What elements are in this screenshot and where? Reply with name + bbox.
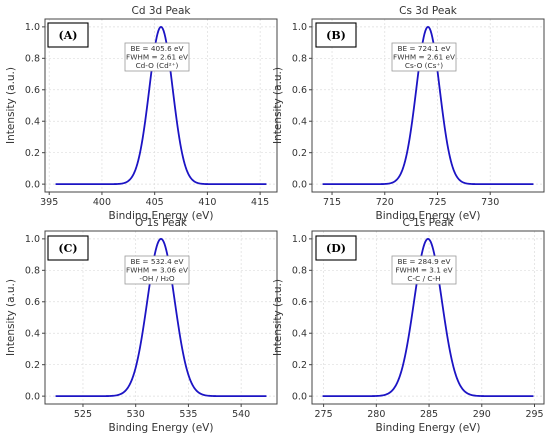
x-tick-label: 280: [367, 409, 385, 420]
y-tick-label: 0.2: [25, 360, 40, 371]
annotation-line: Cd-O (Cd²⁺): [136, 61, 179, 70]
x-tick-label: 410: [198, 197, 216, 208]
x-tick-label: 530: [127, 409, 145, 420]
y-tick-label: 1.0: [292, 22, 307, 33]
x-tick-label: 290: [473, 409, 491, 420]
panel-title: Cs 3d Peak: [399, 5, 458, 17]
y-axis-label: Intensity (a.u.): [5, 279, 17, 356]
y-tick-label: 0.4: [25, 117, 40, 128]
annotation-line: BE = 532.4 eV: [130, 257, 183, 266]
panel-label: (C): [58, 242, 77, 255]
annotation-line: BE = 284.9 eV: [397, 257, 450, 266]
annotation-line: C-C / C-H: [407, 274, 440, 283]
annotation-line: FWHM = 3.06 eV: [126, 266, 188, 275]
peak-curve: [55, 237, 267, 398]
y-tick-label: 0.8: [25, 54, 40, 65]
x-tick-label: 525: [74, 409, 92, 420]
annotation-box: [391, 42, 457, 72]
panel-label: (D): [326, 242, 346, 255]
panel-label-box: [47, 235, 89, 261]
x-axis-label: Binding Energy (eV): [376, 422, 481, 434]
x-tick-label: 720: [376, 197, 394, 208]
y-tick-label: 0.0: [292, 391, 307, 402]
x-tick-label: 405: [146, 197, 164, 208]
x-tick-label: 725: [428, 197, 446, 208]
chart-panel-2: Cs 3d Peak 0.0 0.2 0.4 0.6 0.8 1.0 715 720 725 730…: [272, 5, 545, 222]
y-tick-label: 0.0: [292, 179, 307, 190]
chart-panel-3: O 1s Peak 0.0 0.2 0.4 0.6 0.8 1.0 525 530 535 540 B…: [5, 217, 278, 434]
x-axis-label: Binding Energy (eV): [109, 210, 214, 222]
x-tick-label: 285: [420, 409, 438, 420]
panel-label: (A): [59, 29, 78, 42]
chart-panel-4: C 1s Peak 0.0 0.2 0.4 0.6 0.8 1.0 275 280 285 290 2…: [272, 217, 545, 434]
x-tick-label: 395: [40, 197, 58, 208]
chart-panel-1: Cd 3d Peak 0.0 0.2 0.4 0.6 0.8 1.0 395 400 405 410…: [5, 5, 278, 222]
panel-label: (B): [326, 29, 346, 42]
y-tick-label: 0.2: [25, 148, 40, 159]
x-tick-label: 730: [481, 197, 499, 208]
x-axis-label: Binding Energy (eV): [109, 422, 214, 434]
x-tick-label: 535: [179, 409, 197, 420]
x-tick-label: 415: [251, 197, 269, 208]
peak-curve: [322, 25, 534, 186]
y-tick-label: 0.0: [25, 391, 40, 402]
y-tick-label: 0.6: [25, 85, 40, 96]
peak-curve: [55, 25, 267, 186]
x-tick-label: 400: [93, 197, 111, 208]
y-axis-label: Intensity (a.u.): [272, 279, 284, 356]
annotation-line: FWHM = 3.1 eV: [395, 266, 452, 275]
annotation-box: [124, 42, 190, 72]
annotation-line: BE = 724.1 eV: [397, 44, 450, 53]
x-axis-label: Binding Energy (eV): [376, 210, 481, 222]
y-tick-label: 0.2: [292, 360, 307, 371]
y-tick-label: 0.6: [292, 85, 307, 96]
x-tick-label: 540: [232, 409, 250, 420]
plot-frame: [44, 230, 278, 405]
plot-frame: [311, 230, 545, 405]
y-tick-label: 1.0: [25, 22, 40, 33]
y-tick-label: 1.0: [25, 234, 40, 245]
panel-title: O 1s Peak: [135, 217, 188, 229]
y-axis-label: Intensity (a.u.): [272, 67, 284, 144]
y-tick-label: 0.2: [292, 148, 307, 159]
y-tick-label: 0.0: [25, 179, 40, 190]
y-tick-label: 0.4: [25, 329, 40, 340]
annotation-line: BE = 405.6 eV: [130, 44, 183, 53]
annotation-line: FWHM = 2.61 eV: [393, 53, 455, 62]
annotation-line: Cs-O (Cs⁺): [405, 61, 443, 70]
panel-title: C 1s Peak: [402, 217, 454, 229]
y-tick-label: 0.6: [292, 297, 307, 308]
x-tick-label: 275: [315, 409, 333, 420]
y-tick-label: 0.4: [292, 329, 307, 340]
annotation-line: FWHM = 2.61 eV: [126, 53, 188, 62]
y-tick-label: 0.6: [25, 297, 40, 308]
y-tick-label: 1.0: [292, 234, 307, 245]
annotation-line: -OH / H₂O: [139, 274, 175, 283]
y-axis-label: Intensity (a.u.): [5, 67, 17, 144]
panel-label-box: [47, 22, 89, 48]
panel-label-box: [315, 22, 357, 48]
peak-curve: [322, 237, 534, 398]
y-tick-label: 0.8: [25, 266, 40, 277]
panel-label-box: [315, 235, 357, 261]
annotation-box: [124, 255, 190, 285]
plot-frame: [311, 18, 545, 193]
y-tick-label: 0.8: [292, 266, 307, 277]
panel-title: Cd 3d Peak: [132, 5, 192, 17]
y-tick-label: 0.4: [292, 117, 307, 128]
annotation-box: [391, 255, 457, 285]
x-tick-label: 295: [525, 409, 543, 420]
plot-frame: [44, 18, 278, 193]
y-tick-label: 0.8: [292, 54, 307, 65]
x-tick-label: 715: [323, 197, 341, 208]
